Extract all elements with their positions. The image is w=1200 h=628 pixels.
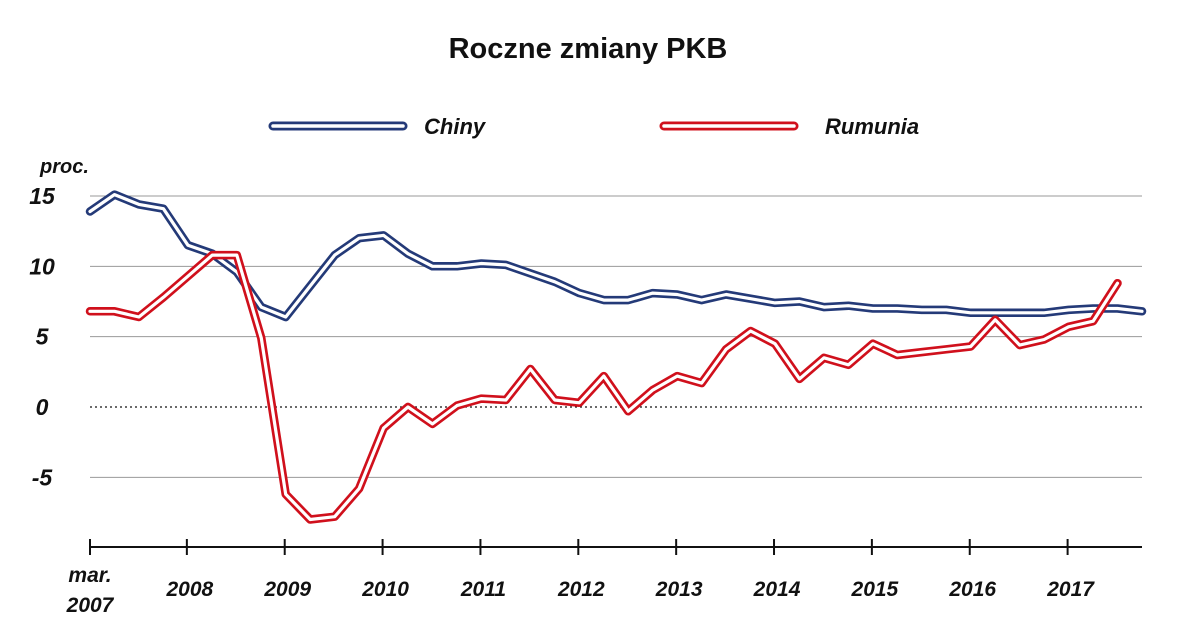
x-tick-label: 2013 xyxy=(655,578,703,601)
y-tick-label: 5 xyxy=(36,324,50,350)
chart-title: Roczne zmiany PKB xyxy=(449,33,728,65)
x-tick-label: 2016 xyxy=(948,578,996,601)
y-tick-label: -5 xyxy=(32,464,54,490)
x-tick-label: 2012 xyxy=(557,578,605,601)
y-tick-label: 0 xyxy=(36,394,49,420)
series-line-outer xyxy=(85,250,1122,524)
y-axis-unit-label: proc. xyxy=(39,156,89,178)
y-axis: 15 10 5 0 -5 xyxy=(29,183,56,490)
x-axis: mar. 2007 2008 2009 2010 2011 2012 2013 2014 2015… xyxy=(66,539,1142,617)
series-chiny[interactable] xyxy=(85,190,1147,322)
x-tick-label: 2011 xyxy=(460,578,506,601)
series-line-inner xyxy=(88,193,1144,319)
legend-label-chiny: Chiny xyxy=(424,114,487,139)
x-tick-label: 2017 xyxy=(1046,578,1095,601)
y-tick-label: 10 xyxy=(29,253,55,279)
plot-area xyxy=(85,190,1147,524)
y-tick-label: 15 xyxy=(29,183,56,209)
series-line-inner xyxy=(88,253,1120,522)
series-rumunia[interactable] xyxy=(85,250,1122,524)
legend: Chiny Rumunia xyxy=(268,114,919,139)
x-tick-label: 2015 xyxy=(851,578,899,601)
grid xyxy=(90,195,1142,478)
x-tick-label: 2010 xyxy=(361,578,409,601)
legend-label-rumunia: Rumunia xyxy=(825,114,919,139)
x-tick-label: 2007 xyxy=(66,594,115,617)
x-tick-label: mar. xyxy=(68,564,111,587)
x-tick-label: 2014 xyxy=(753,578,801,601)
x-tick-label: 2008 xyxy=(166,578,214,601)
legend-item-rumunia[interactable]: Rumunia xyxy=(659,114,919,139)
x-tick-label: 2009 xyxy=(263,578,311,601)
legend-item-chiny[interactable]: Chiny xyxy=(268,114,487,139)
